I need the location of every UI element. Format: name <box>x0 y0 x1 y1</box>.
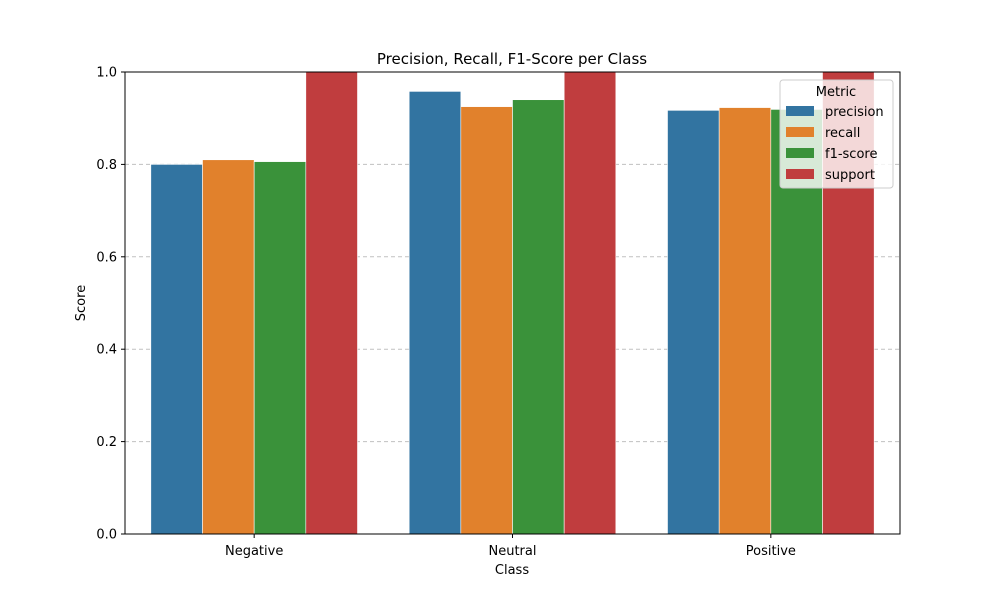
y-tick-label: 0.4 <box>96 343 117 358</box>
legend-items: precision recall f1-score support <box>786 105 884 183</box>
legend-swatch-recall <box>786 127 814 137</box>
legend-swatch-precision <box>786 106 814 116</box>
bars <box>150 71 875 535</box>
legend-label-f1-score: f1-score <box>825 147 877 162</box>
x-tick-label: Neutral <box>489 544 537 559</box>
legend-title: Metric <box>816 85 856 100</box>
y-tick-label: 0.8 <box>96 158 117 173</box>
y-tick-label: 1.0 <box>96 66 117 81</box>
legend-label-recall: recall <box>825 126 860 141</box>
x-axis-label: Class <box>495 563 529 578</box>
y-axis-ticks: 0.0 0.2 0.4 0.6 0.8 1.0 <box>96 66 125 543</box>
y-axis-label: Score <box>74 285 89 321</box>
y-tick-label: 0.2 <box>96 435 117 450</box>
bar-f1-score-negative <box>253 161 307 535</box>
legend-swatch-support <box>786 169 814 179</box>
chart-title: Precision, Recall, F1-Score per Class <box>377 50 647 68</box>
x-axis-ticks: Negative Neutral Positive <box>225 534 796 559</box>
y-tick-label: 0.0 <box>96 528 117 543</box>
bar-recall-neutral <box>460 106 513 535</box>
legend-label-support: support <box>825 168 875 183</box>
legend-label-precision: precision <box>825 105 884 120</box>
x-tick-label: Positive <box>746 544 796 559</box>
legend: Metric precision recall f1-score support <box>779 79 894 189</box>
bar-support-negative <box>305 71 358 535</box>
y-tick-label: 0.6 <box>96 250 117 265</box>
x-tick-label: Negative <box>225 544 283 559</box>
bar-recall-negative <box>202 159 255 535</box>
bar-precision-positive <box>667 110 720 535</box>
bar-support-neutral <box>563 71 617 535</box>
bar-recall-positive <box>718 107 772 535</box>
legend-swatch-f1-score <box>786 148 814 158</box>
bar-f1-score-neutral <box>512 99 565 535</box>
bar-precision-negative <box>150 164 203 535</box>
bar-precision-neutral <box>408 91 462 535</box>
